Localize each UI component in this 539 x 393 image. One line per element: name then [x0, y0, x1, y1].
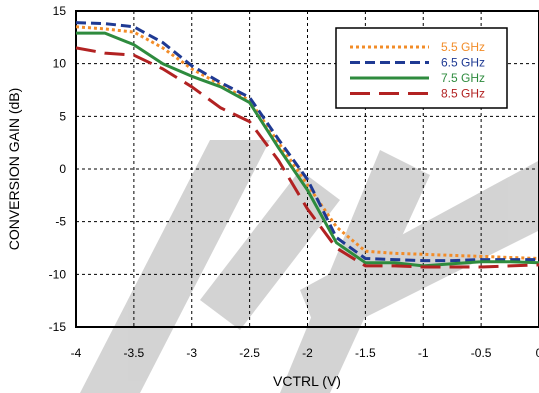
x-tick-labels: -4 -3.5 -3 -2.5 -2 -1.5 -1 -0.5 0 [71, 346, 539, 360]
y-tick-labels: -15 -10 -5 0 5 10 15 [49, 4, 67, 334]
y-tick-label: -5 [55, 215, 66, 229]
x-tick-label: -2.5 [239, 346, 260, 360]
x-tick-label: -0.5 [471, 346, 492, 360]
legend-label-1: 6.5 GHz [441, 56, 485, 70]
y-tick-label: 5 [59, 109, 66, 123]
y-tick-label: -10 [49, 267, 67, 281]
legend-label-0: 5.5 GHz [441, 40, 485, 54]
x-tick-label: -2 [302, 346, 313, 360]
legend-label-2: 7.5 GHz [441, 71, 485, 85]
x-tick-label: 0 [536, 346, 539, 360]
y-tick-label: 15 [53, 4, 67, 18]
watermark [80, 140, 539, 393]
series-line-0 [75, 25, 539, 260]
series-layer [75, 21, 539, 269]
x-tick-label: -1.5 [355, 346, 376, 360]
y-tick-label: 10 [53, 57, 67, 71]
x-tick-label: -1 [418, 346, 429, 360]
x-tick-label: -4 [71, 346, 82, 360]
x-tick-label: -3.5 [124, 346, 145, 360]
series-line-3 [75, 46, 539, 269]
legend-label-3: 8.5 GHz [441, 87, 485, 101]
y-axis-label: CONVERSION GAIN (dB) [6, 88, 22, 251]
series-line-2 [76, 31, 539, 268]
y-tick-label: -15 [49, 320, 67, 334]
y-tick-label: 0 [59, 162, 66, 176]
x-tick-label: -3 [186, 346, 197, 360]
x-axis-label: VCTRL (V) [273, 373, 341, 389]
series-line-1 [75, 21, 539, 263]
plot-frame [75, 10, 539, 328]
